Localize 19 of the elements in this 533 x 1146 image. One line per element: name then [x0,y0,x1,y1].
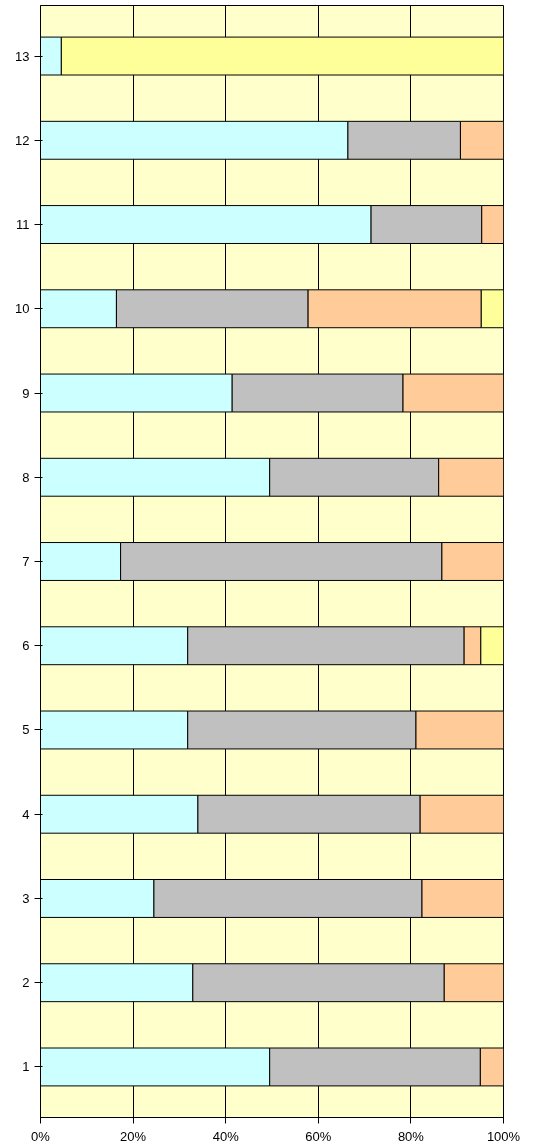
y-tick-label: 2 [22,975,30,991]
y-tick-label: 3 [22,890,30,906]
x-tick-label: 80% [397,1128,425,1144]
y-tick-label: 10 [15,301,30,317]
x-tick-label: 100% [486,1128,521,1144]
y-tick-label: 11 [16,217,30,233]
x-tick-label: 40% [212,1128,240,1144]
y-tick-label: 1 [22,1059,30,1075]
x-tick-label: 60% [305,1128,332,1144]
y-tick-label: 9 [22,385,30,401]
y-tick-label: 8 [22,469,30,485]
y-tick-label: 12 [15,132,30,148]
y-tick-label: 13 [15,48,30,64]
y-tick-label: 6 [22,638,30,654]
x-tick-label: 20% [120,1128,147,1144]
y-tick-label: 5 [22,722,30,738]
y-tick-label: 4 [22,806,30,822]
x-tick-label: 0% [31,1128,51,1144]
y-tick-label: 7 [22,554,30,569]
